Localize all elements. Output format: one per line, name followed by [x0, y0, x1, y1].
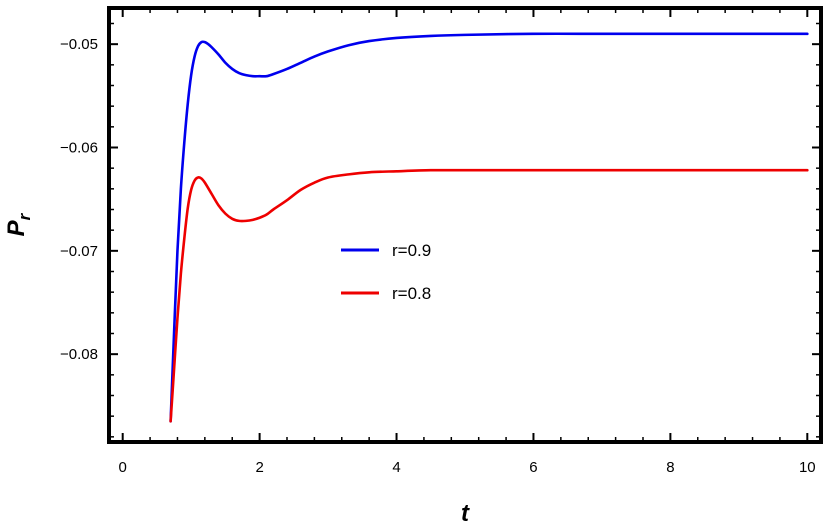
- y-tick-label: −0.07: [60, 243, 98, 260]
- x-tick-label: 10: [799, 459, 816, 476]
- x-tick-label: 6: [529, 459, 537, 476]
- y-axis-title-subscript: r: [15, 212, 34, 220]
- tick-labels: 0 2 4 6 8 10 −0.05 −0.06 −0.07 −0.08: [60, 36, 816, 476]
- y-tick-label: −0.05: [60, 36, 98, 53]
- series-line-r=0.8: [169, 168, 809, 423]
- series-lines: [169, 32, 809, 423]
- x-tick-label: 2: [255, 459, 263, 476]
- legend: r=0.9 r=0.8: [341, 241, 431, 303]
- legend-label: r=0.8: [392, 284, 431, 303]
- x-tick-label: 4: [392, 459, 400, 476]
- y-tick-label: −0.06: [60, 140, 98, 157]
- x-axis-title: t: [461, 500, 470, 527]
- y-axis-title-main: P: [3, 219, 30, 236]
- plot-frame: [107, 6, 823, 444]
- legend-label: r=0.9: [392, 241, 431, 260]
- y-tick-label: −0.08: [60, 346, 98, 363]
- series-line-r=0.9: [169, 32, 809, 423]
- y-axis-title: Pr: [3, 212, 34, 236]
- x-tick-label: 8: [666, 459, 674, 476]
- x-tick-label: 0: [119, 459, 127, 476]
